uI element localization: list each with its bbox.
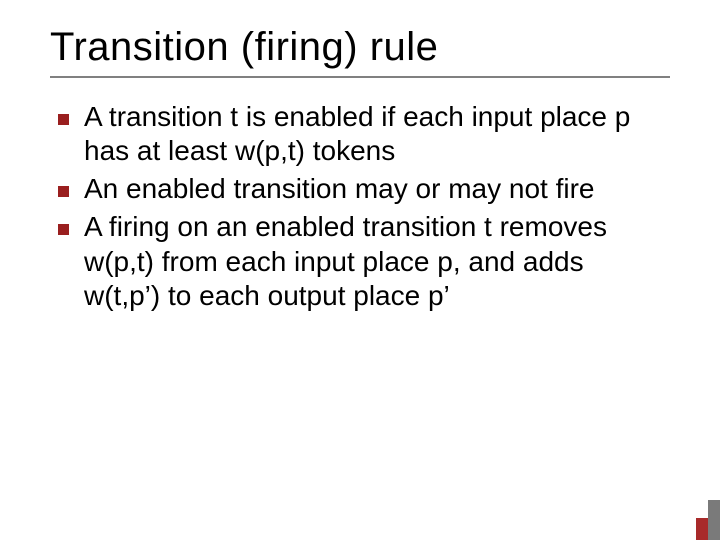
list-item-text: A transition t is enabled if each input …	[84, 101, 630, 166]
bullet-list: A transition t is enabled if each input …	[50, 100, 670, 313]
list-item-text: A firing on an enabled transition t remo…	[84, 211, 607, 310]
list-item: A transition t is enabled if each input …	[54, 100, 666, 168]
square-bullet-icon	[58, 224, 69, 235]
corner-accent-icon	[688, 500, 720, 540]
list-item: An enabled transition may or may not fir…	[54, 172, 666, 206]
slide: Transition (firing) rule A transition t …	[0, 0, 720, 540]
list-item: A firing on an enabled transition t remo…	[54, 210, 666, 312]
list-item-text: An enabled transition may or may not fir…	[84, 173, 594, 204]
title-underline	[50, 76, 670, 78]
page-title: Transition (firing) rule	[50, 24, 670, 70]
square-bullet-icon	[58, 114, 69, 125]
square-bullet-icon	[58, 186, 69, 197]
